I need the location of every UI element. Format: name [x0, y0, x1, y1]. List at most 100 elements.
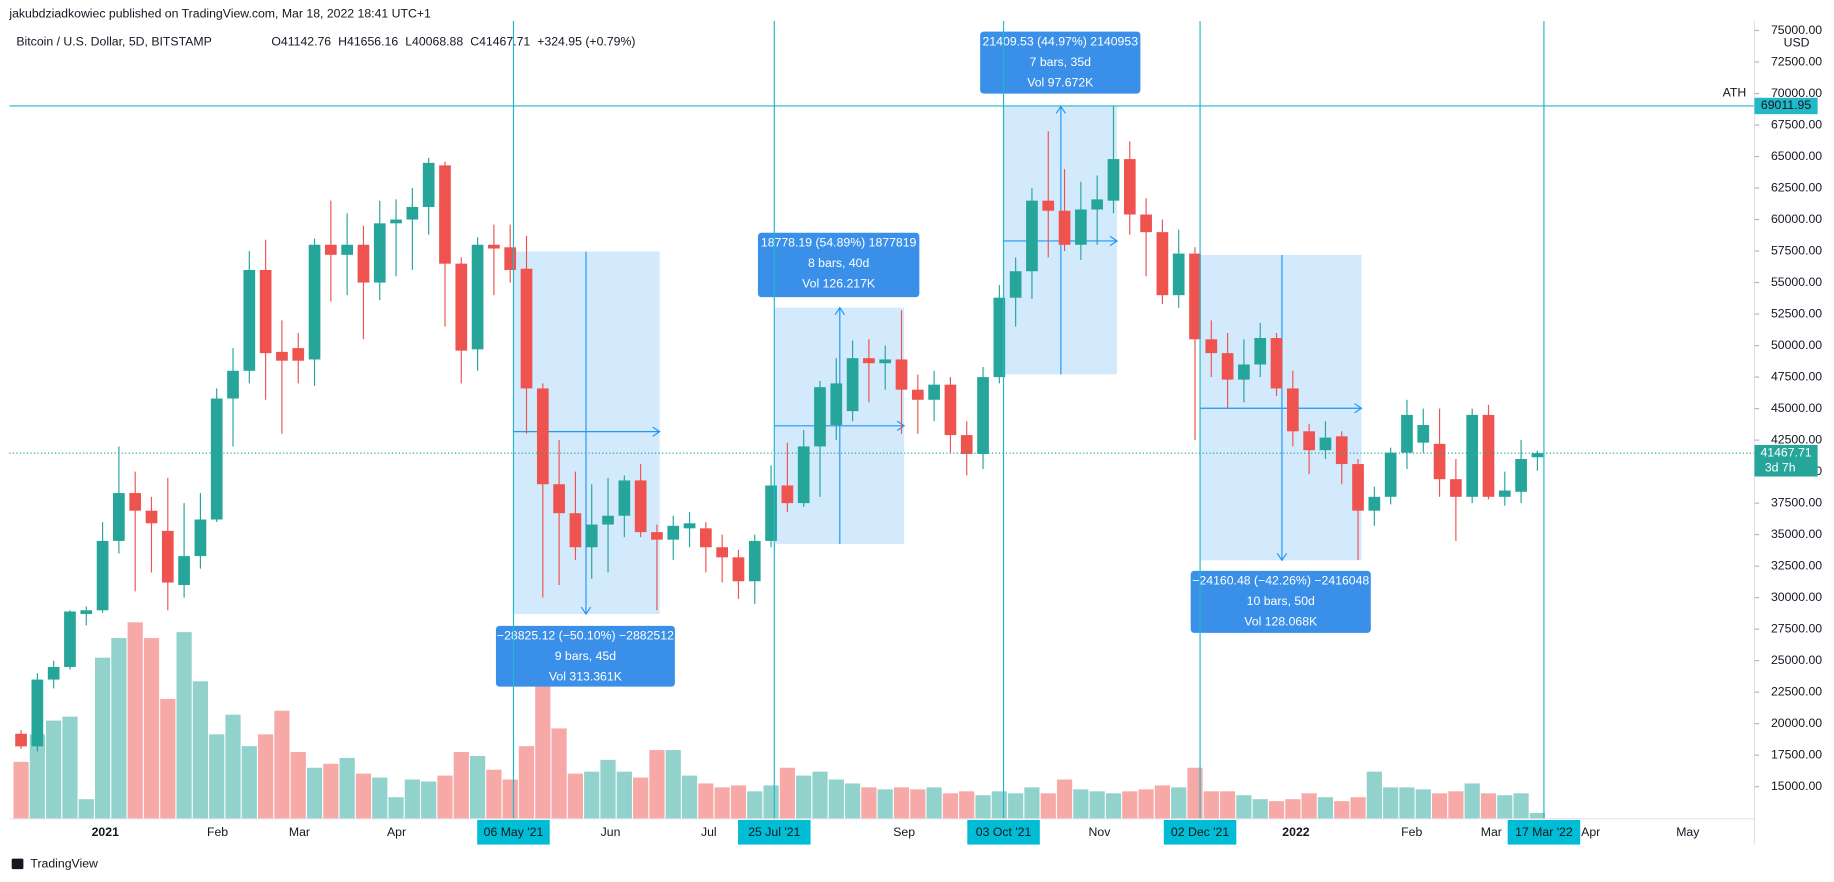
candle-body: [651, 532, 663, 540]
volume-bar: [1236, 795, 1252, 819]
y-tick-label: 35000.00: [1771, 527, 1822, 541]
ohlc-value: +324.95 (+0.79%): [537, 34, 635, 48]
candle-body: [1140, 214, 1152, 233]
volume-bar: [1220, 791, 1236, 819]
candle-body: [47, 666, 60, 680]
y-tick-label: 60000.00: [1771, 212, 1822, 226]
arrow-head: [1354, 403, 1363, 414]
brand-logo: [11, 858, 24, 870]
y-tick-label: 50000.00: [1771, 338, 1822, 352]
x-tick-label: Feb: [207, 825, 228, 839]
candle-body: [634, 480, 647, 533]
candle-body: [1531, 453, 1544, 458]
candle-body: [667, 525, 680, 540]
candle-body: [1091, 199, 1104, 210]
volume-bar: [1138, 789, 1154, 819]
y-tick-label: 30000.00: [1771, 590, 1822, 604]
volume-bar: [1513, 793, 1529, 819]
volume-bar: [828, 779, 844, 819]
candle-body: [1286, 388, 1299, 432]
volume-bar: [1089, 791, 1105, 819]
candle-body: [830, 383, 843, 425]
volume-bar: [388, 797, 404, 819]
candle-body: [1417, 424, 1430, 443]
volume-bar: [959, 791, 975, 819]
candle-body: [1352, 464, 1364, 511]
y-tick-label: 72500.00: [1771, 54, 1822, 68]
candle-body: [1450, 479, 1462, 497]
candle-body: [879, 359, 892, 364]
candle-body: [15, 733, 27, 747]
volume-bar: [567, 773, 584, 819]
x-tick-label: Jun: [601, 825, 621, 839]
volume-layer: [13, 622, 1546, 819]
date-tag: [738, 820, 811, 845]
publisher: jakubdziadkowiec published on TradingVie…: [8, 6, 431, 20]
candle-body: [324, 244, 337, 255]
candle-body: [439, 165, 451, 264]
volume-bar: [437, 775, 453, 819]
volume-bar: [779, 767, 795, 819]
candle-body: [129, 493, 142, 511]
candle-body: [748, 540, 761, 582]
volume-bar: [910, 789, 926, 819]
date-tag-label: 02 Dec '21: [1171, 825, 1229, 839]
volume-bar: [306, 767, 323, 819]
candle-body: [1401, 414, 1413, 453]
countdown: 3d 7h: [1765, 461, 1796, 475]
date-tag: [477, 820, 550, 845]
candle-body: [1498, 490, 1511, 497]
measure-label-box: [1190, 570, 1371, 633]
volume-bar: [241, 746, 257, 819]
candle-body: [1123, 159, 1136, 215]
ath-tag: [1754, 97, 1818, 115]
measure-label: 21409.53 (44.97%) 2140953: [983, 34, 1139, 48]
volume-bar: [339, 757, 355, 819]
date-tag-label: 03 Oct '21: [976, 825, 1032, 839]
y-tick-label: 37500.00: [1771, 495, 1822, 509]
volume-bar: [535, 673, 551, 819]
volume-bar: [1431, 793, 1448, 819]
volume-bar: [94, 657, 111, 819]
volume-bar: [763, 785, 779, 819]
volume-bar: [1285, 799, 1301, 819]
x-tick-label: Feb: [1401, 825, 1422, 839]
volume-bar: [1415, 789, 1431, 819]
volume-bar: [111, 638, 127, 819]
volume-bar: [225, 714, 241, 819]
candle-body: [781, 485, 794, 504]
volume-bar: [551, 728, 567, 819]
volume-bar: [1154, 785, 1170, 819]
volume-bar: [1252, 799, 1268, 819]
y-tick-label: 67500.00: [1771, 117, 1822, 131]
volume-bar: [730, 785, 747, 819]
candle-body: [1026, 200, 1038, 272]
footer: TradingView: [11, 857, 98, 871]
last-price-tag: [1754, 444, 1818, 477]
volume-bar: [192, 681, 209, 819]
candle-body: [488, 244, 500, 249]
candle-body: [308, 244, 321, 360]
volume-bar: [46, 720, 62, 819]
volume-bar: [160, 698, 176, 819]
volume-bar: [453, 752, 469, 819]
y-tick-label: 65000.00: [1771, 149, 1822, 163]
candle-body: [1482, 414, 1495, 497]
volume-bar: [1350, 797, 1366, 819]
measure-label: Vol 97.672K: [1027, 75, 1094, 89]
candle-body: [292, 348, 305, 361]
overlay-layer: −28825.12 (−50.10%) −2882512 9 bars, 45d V…: [9, 21, 1755, 819]
x-tick-label: May: [1676, 825, 1700, 839]
volume-bar: [926, 787, 942, 819]
volume-bar: [747, 791, 763, 819]
last-price-label: 41467.71: [1760, 445, 1811, 459]
currency: USD: [1784, 36, 1810, 50]
date-tag: [967, 820, 1040, 845]
candle-body: [1303, 431, 1315, 451]
volume-bar: [1203, 791, 1219, 819]
arrow-head: [834, 306, 845, 315]
volume-bar: [714, 787, 730, 819]
volume-bar: [290, 752, 306, 819]
volume-bar: [1301, 793, 1317, 819]
candle-body: [96, 540, 109, 611]
